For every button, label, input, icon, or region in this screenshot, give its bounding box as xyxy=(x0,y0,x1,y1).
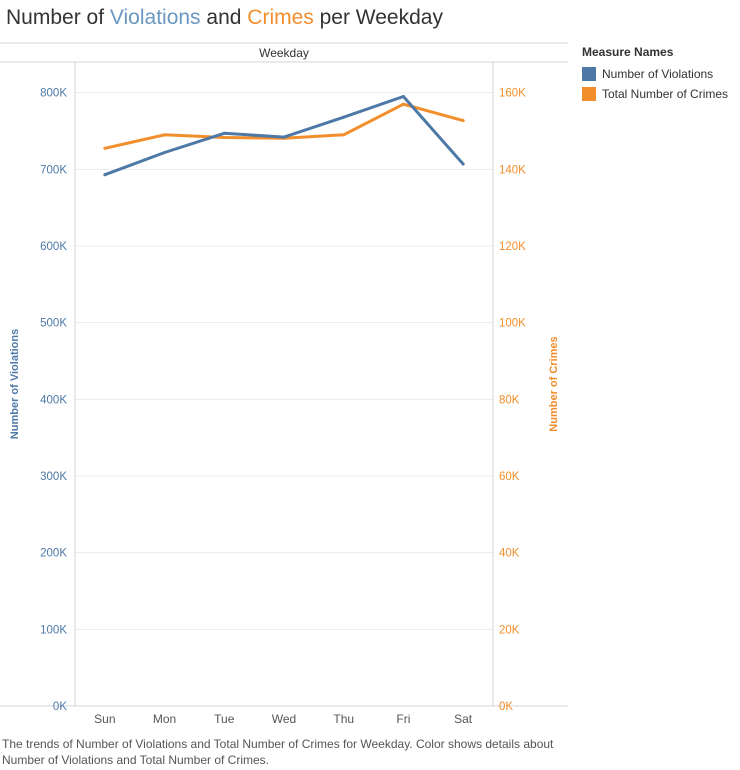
data-point-crimes xyxy=(342,133,346,137)
y-right-tick-label: 40K xyxy=(499,548,520,560)
y-right-tick-label: 20K xyxy=(499,624,520,636)
data-point-violations xyxy=(282,135,286,139)
title-part-5: per Weekday xyxy=(313,6,443,29)
title-part-3: and xyxy=(200,6,248,29)
y-right-tick-label: 0K xyxy=(499,701,513,713)
y-left-tick-label: 100K xyxy=(40,624,67,636)
data-point-crimes xyxy=(222,136,226,140)
y-right-tick-label: 160K xyxy=(499,88,526,100)
data-point-crimes xyxy=(163,133,167,137)
legend-swatch-crimes xyxy=(582,87,596,101)
y-right-tick-label: 120K xyxy=(499,241,526,253)
y-axis-left-title: Number of Violations xyxy=(9,329,21,439)
y-left-tick-label: 200K xyxy=(40,548,67,560)
legend-item-violations[interactable]: Number of Violations xyxy=(582,64,740,84)
data-point-violations xyxy=(103,173,107,177)
data-point-violations xyxy=(222,131,226,135)
title-part-1: Number of xyxy=(6,6,110,29)
data-point-crimes xyxy=(103,146,107,150)
data-point-violations xyxy=(163,150,167,154)
y-left-tick-label: 500K xyxy=(40,318,67,330)
legend-swatch-violations xyxy=(582,67,596,81)
y-left-tick-label: 0K xyxy=(53,701,67,713)
x-tick-label: Fri xyxy=(396,712,410,726)
data-point-crimes xyxy=(401,102,405,106)
y-right-tick-label: 60K xyxy=(499,471,520,483)
title-part-crimes: Crimes xyxy=(247,6,314,29)
x-tick-label: Tue xyxy=(214,712,235,726)
legend-item-crimes[interactable]: Total Number of Crimes xyxy=(582,84,740,104)
column-header-weekday: Weekday xyxy=(259,46,309,60)
chart-title: Number of Violations and Crimes per Week… xyxy=(6,6,443,30)
y-axis-right-title: Number of Crimes xyxy=(548,336,560,431)
x-tick-label: Sun xyxy=(94,712,115,726)
chart-caption: The trends of Number of Violations and T… xyxy=(2,737,554,767)
y-right-tick-label: 140K xyxy=(499,164,526,176)
series-line-crimes xyxy=(103,102,465,150)
data-point-violations xyxy=(461,162,465,166)
y-right-tick-label: 80K xyxy=(499,394,520,406)
x-tick-label: Thu xyxy=(333,712,354,726)
legend-title: Measure Names xyxy=(582,45,674,59)
data-point-crimes xyxy=(461,119,465,123)
x-tick-label: Sat xyxy=(454,712,473,726)
y-left-tick-label: 700K xyxy=(40,164,67,176)
legend-label-crimes: Total Number of Crimes xyxy=(602,87,729,101)
x-tick-label: Wed xyxy=(272,712,296,726)
x-tick-label: Mon xyxy=(153,712,176,726)
y-left-tick-label: 400K xyxy=(40,394,67,406)
legend: Measure Names Number of Violations Total… xyxy=(582,45,740,104)
y-left-tick-label: 800K xyxy=(40,88,67,100)
y-left-tick-label: 600K xyxy=(40,241,67,253)
data-point-violations xyxy=(401,95,405,98)
title-part-violations: Violations xyxy=(109,6,201,29)
data-point-violations xyxy=(342,115,346,119)
y-right-tick-label: 100K xyxy=(499,318,526,330)
y-left-tick-label: 300K xyxy=(40,471,67,483)
legend-label-violations: Number of Violations xyxy=(602,67,714,81)
